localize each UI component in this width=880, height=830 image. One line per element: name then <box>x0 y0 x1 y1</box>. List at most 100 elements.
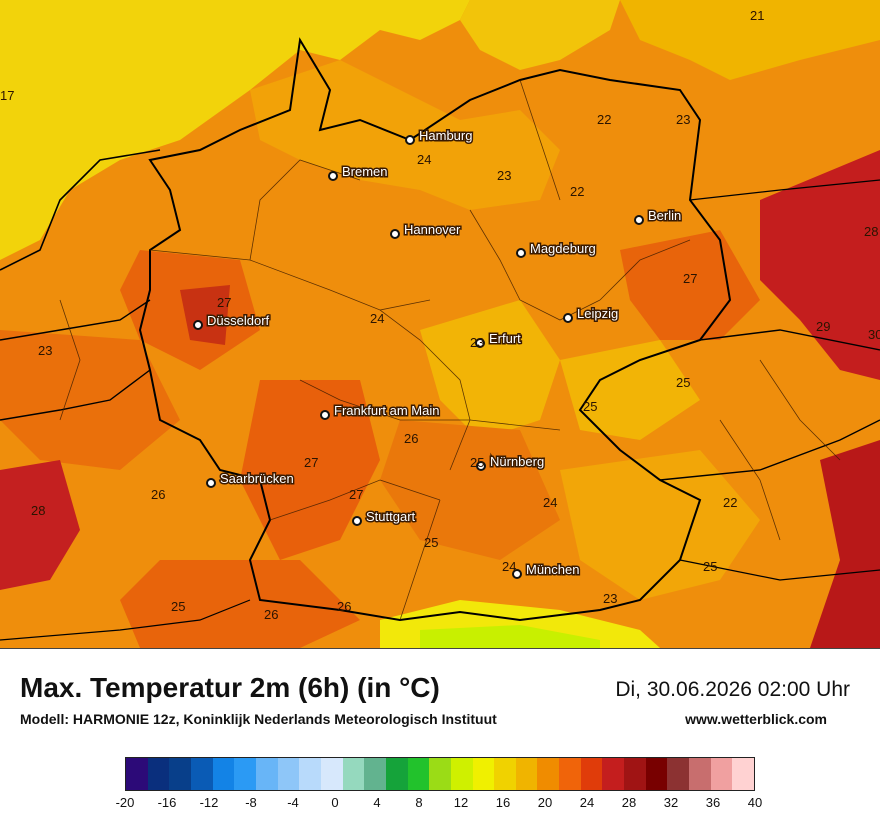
brandenburg-warm <box>620 230 760 340</box>
city-marker <box>352 516 362 526</box>
legend-tick-label: 4 <box>373 795 381 810</box>
legend-swatch <box>689 758 711 790</box>
czech-south-hot <box>810 440 880 648</box>
alps-cool <box>420 625 600 648</box>
temp-value: 23 <box>676 112 690 127</box>
legend-tick-label: -12 <box>199 795 219 810</box>
temp-value: 26 <box>264 607 278 622</box>
city-berlin: Berlin <box>634 207 683 225</box>
city-bremen: Bremen <box>328 163 389 181</box>
legend-tick-label: 40 <box>747 795 763 810</box>
city-label: Magdeburg <box>530 241 596 256</box>
city-erfurt: Erfurt <box>475 330 523 348</box>
city-label: Leipzig <box>577 306 618 321</box>
poland-hot <box>760 150 880 380</box>
legend-ticks: -20 -16 -12 -8 -4 0 4 8 12 16 20 24 28 32 36 40 <box>116 795 763 813</box>
city-leipzig: Leipzig <box>563 305 620 323</box>
city-stuttgart: Stuttgart <box>352 508 417 526</box>
temp-value: 24 <box>543 495 557 510</box>
city-marker <box>475 338 485 348</box>
forecast-datetime: Di, 30.06.2026 02:00 Uhr <box>615 678 850 701</box>
upper-rhine-warm <box>240 380 380 560</box>
pl-inner <box>689 179 880 201</box>
legend-tick-label: 28 <box>621 795 637 810</box>
temp-value: 24 <box>370 311 384 326</box>
city-label: Hannover <box>404 222 461 237</box>
north-sea <box>0 0 470 260</box>
city-marker <box>512 569 522 579</box>
nl-coast <box>0 149 161 271</box>
legend-swatch <box>299 758 321 790</box>
temp-value: 22 <box>597 112 611 127</box>
city-marker <box>206 478 216 488</box>
baltic-coast <box>460 0 620 70</box>
temp-value: 27 <box>217 295 231 310</box>
cz-at-border <box>659 419 880 481</box>
temp-value: 26 <box>404 431 418 446</box>
temp-value: 27 <box>349 487 363 502</box>
city-label: Saarbrücken <box>220 471 294 486</box>
benelux-warm <box>0 330 180 470</box>
legend-tick-label: 12 <box>453 795 469 810</box>
legend-swatch <box>126 758 148 790</box>
temp-value: 27 <box>304 455 318 470</box>
temp-value: 21 <box>750 8 764 23</box>
legend-swatch <box>537 758 560 790</box>
legend-swatch <box>407 758 430 790</box>
city-marker <box>405 135 415 145</box>
franconia-warm <box>380 420 560 560</box>
legend-swatch <box>450 758 473 790</box>
state-borders <box>59 79 841 621</box>
legend-swatch <box>385 758 408 790</box>
city-muenchen: München <box>512 561 581 579</box>
legend-swatch <box>515 758 538 790</box>
city-label: Hamburg <box>419 128 472 143</box>
legend-tick-label: -4 <box>287 795 299 810</box>
temp-value: 28 <box>31 503 45 518</box>
temp-value: 23 <box>470 335 484 350</box>
city-label: Stuttgart <box>366 509 416 524</box>
legend-swatch <box>212 758 235 790</box>
city-marker <box>516 248 526 258</box>
temp-value: 25 <box>171 599 185 614</box>
nl-be-border <box>0 299 151 341</box>
city-marker <box>328 171 338 181</box>
legend-tick-label: 0 <box>331 795 339 810</box>
city-label: Berlin <box>648 208 681 223</box>
legend-swatch <box>277 758 300 790</box>
legend-swatch <box>645 758 668 790</box>
city-nuernberg: Nürnberg <box>476 453 546 471</box>
legend-swatch <box>147 758 170 790</box>
city-duesseldorf: Düsseldorf <box>193 312 271 330</box>
city-hamburg: Hamburg <box>405 127 474 145</box>
legend-tick-label: 32 <box>663 795 679 810</box>
legend-tick-label: -16 <box>157 795 177 810</box>
temp-value: 23 <box>38 343 52 358</box>
city-label: Nürnberg <box>490 454 544 469</box>
temp-value: 22 <box>570 184 584 199</box>
city-magdeburg: Magdeburg <box>516 240 597 258</box>
temp-value: 25 <box>470 455 484 470</box>
city-saarbruecken: Saarbrücken <box>206 470 295 488</box>
ch-fr-border <box>0 599 251 641</box>
temp-value: 27 <box>683 271 697 286</box>
temperature-values: 21 17 22 23 24 23 22 28 27 27 24 23 29 3… <box>0 8 880 622</box>
france-hot <box>0 460 80 590</box>
legend-color-bar <box>125 757 755 791</box>
temp-value: 26 <box>337 599 351 614</box>
city-label: Bremen <box>342 164 388 179</box>
legend-swatch <box>472 758 495 790</box>
model-subtitle: Modell: HARMONIE 12z, Koninklijk Nederla… <box>20 711 497 727</box>
temp-value: 24 <box>417 152 431 167</box>
legend-swatch <box>320 758 343 790</box>
legend-swatch <box>342 758 365 790</box>
city-frankfurt: Frankfurt am Main <box>320 402 441 420</box>
city-marker <box>563 313 573 323</box>
legend-tick-label: 36 <box>705 795 721 810</box>
legend-tick-label: -8 <box>245 795 257 810</box>
legend-tick-label: 24 <box>579 795 595 810</box>
city-hannover: Hannover <box>390 221 463 239</box>
erzgebirge-band <box>560 340 700 440</box>
temp-value: 23 <box>497 168 511 183</box>
temp-value: 26 <box>151 487 165 502</box>
